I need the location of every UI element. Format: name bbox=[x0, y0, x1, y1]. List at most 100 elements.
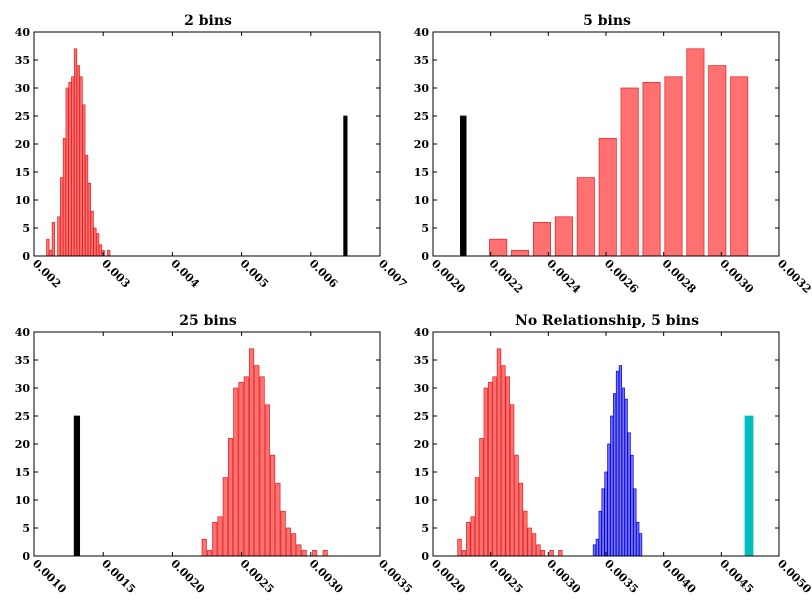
y-tick-label: 0 bbox=[22, 250, 30, 263]
bar-observed bbox=[744, 415, 754, 557]
x-tick-label: 0.002 bbox=[30, 257, 64, 291]
bar-distribution bbox=[238, 382, 244, 557]
x-tick-label: 0.006 bbox=[307, 257, 341, 291]
x-tick-label: 0.007 bbox=[376, 257, 410, 291]
bar-no-relationship bbox=[618, 365, 623, 557]
bar-no-relationship bbox=[604, 471, 608, 557]
bar-distribution bbox=[264, 404, 270, 557]
x-tick-label: 0.0030 bbox=[544, 557, 583, 596]
bar-distribution bbox=[296, 544, 302, 557]
y-tick-label: 0 bbox=[22, 550, 30, 563]
bar-no-relationship bbox=[595, 538, 599, 557]
bar-distribution bbox=[301, 550, 307, 557]
x-tick-label: 0.0024 bbox=[544, 257, 583, 296]
bar-distribution bbox=[523, 510, 528, 557]
bar-distribution bbox=[536, 544, 541, 557]
bar-distribution bbox=[532, 222, 551, 257]
y-tick-label: 25 bbox=[15, 410, 30, 423]
bar-no-relationship bbox=[592, 544, 597, 557]
y-tick-label: 5 bbox=[22, 222, 30, 235]
bar-distribution bbox=[212, 522, 218, 557]
plot-frame bbox=[33, 331, 381, 557]
bar-distribution bbox=[79, 76, 83, 257]
y-tick-label: 40 bbox=[15, 26, 31, 39]
bar-distribution bbox=[576, 177, 595, 257]
bar-distribution bbox=[82, 104, 86, 257]
y-tick-label: 35 bbox=[15, 54, 30, 67]
bar-distribution bbox=[708, 65, 727, 257]
x-tick-label: 0.0015 bbox=[99, 557, 138, 596]
bar-distribution bbox=[201, 538, 207, 557]
bar-distribution bbox=[46, 238, 50, 257]
bar-observed bbox=[73, 415, 81, 557]
chart-title: 2 bins bbox=[184, 13, 232, 29]
x-tick-label: 0.0035 bbox=[602, 557, 641, 596]
chart-panel-5-bins: 5 bins 0 5 10 15 20 25 30 35 40 0.0020 0.0022 0.002… bbox=[414, 13, 812, 296]
bar-observed bbox=[343, 115, 348, 257]
bar-distribution bbox=[285, 527, 291, 557]
bar-no-relationship bbox=[638, 533, 643, 557]
x-tick-label: 0.0030 bbox=[717, 257, 756, 296]
bar-distribution bbox=[291, 533, 297, 557]
bar-distribution bbox=[222, 477, 228, 557]
bar-distribution bbox=[68, 82, 72, 257]
bar-distribution bbox=[527, 527, 532, 557]
y-tick-label: 20 bbox=[15, 138, 31, 151]
y-tick-label: 35 bbox=[414, 354, 429, 367]
y-tick-label: 25 bbox=[15, 110, 30, 123]
bar-distribution bbox=[540, 550, 545, 557]
x-tick-label: 0.0022 bbox=[487, 257, 526, 296]
bar-no-relationship bbox=[607, 443, 611, 557]
chart-panel-2-bins: 2 bins 0 5 10 15 20 25 30 35 40 0.002 0.003 0.004 0.… bbox=[15, 13, 410, 291]
bar-distribution bbox=[549, 550, 554, 557]
x-tick-label: 0.0028 bbox=[660, 257, 699, 296]
y-tick-label: 10 bbox=[15, 494, 31, 507]
x-tick-label: 0.005 bbox=[237, 257, 271, 291]
bar-distribution bbox=[664, 76, 683, 257]
bar-distribution bbox=[84, 154, 89, 257]
x-tick-label: 0.003 bbox=[99, 257, 133, 291]
bar-distribution bbox=[457, 538, 462, 557]
bar-distribution bbox=[233, 387, 239, 557]
bar-distribution bbox=[98, 244, 103, 257]
y-tick-label: 5 bbox=[421, 222, 429, 235]
y-tick-label: 10 bbox=[414, 494, 430, 507]
bar-distribution bbox=[642, 82, 661, 257]
bar-distribution bbox=[514, 454, 519, 557]
x-tick-label: 0.0010 bbox=[30, 557, 69, 596]
y-tick-label: 30 bbox=[15, 382, 31, 395]
bar-no-relationship bbox=[601, 488, 605, 557]
bar-no-relationship bbox=[633, 488, 637, 557]
y-tick-label: 20 bbox=[414, 438, 430, 451]
bar-distribution bbox=[275, 482, 281, 557]
bar-distribution bbox=[554, 216, 573, 257]
y-tick-label: 15 bbox=[414, 166, 429, 179]
y-tick-label: 40 bbox=[15, 326, 31, 339]
bar-distribution bbox=[470, 516, 475, 557]
bar-no-relationship bbox=[627, 432, 631, 557]
y-tick-label: 40 bbox=[414, 26, 430, 39]
chart-panel-no-relationship: No Relationship, 5 bins 0 5 10 15 20 25 30 35 40… bbox=[414, 313, 812, 596]
bar-no-relationship bbox=[630, 454, 634, 557]
bar-distribution bbox=[461, 550, 467, 557]
x-tick-label: 0.0020 bbox=[429, 257, 468, 296]
bar-distribution bbox=[254, 365, 260, 557]
bar-distribution bbox=[259, 376, 265, 557]
y-tick-label: 0 bbox=[421, 250, 429, 263]
bar-distribution bbox=[312, 550, 318, 557]
bar-no-relationship bbox=[621, 387, 625, 557]
bar-distribution bbox=[322, 550, 328, 557]
bar-distribution bbox=[488, 382, 493, 557]
chart-title: 5 bins bbox=[583, 13, 631, 29]
y-tick-label: 20 bbox=[15, 438, 31, 451]
bar-distribution bbox=[90, 210, 94, 257]
bar-distribution bbox=[51, 222, 55, 257]
bar-distribution bbox=[93, 227, 97, 257]
bar-distribution bbox=[76, 65, 80, 257]
bar-distribution bbox=[686, 48, 705, 257]
bar-distribution bbox=[270, 454, 276, 557]
bar-distribution bbox=[249, 348, 255, 557]
bar-no-relationship bbox=[610, 415, 614, 557]
chart-title: 25 bins bbox=[179, 313, 237, 329]
